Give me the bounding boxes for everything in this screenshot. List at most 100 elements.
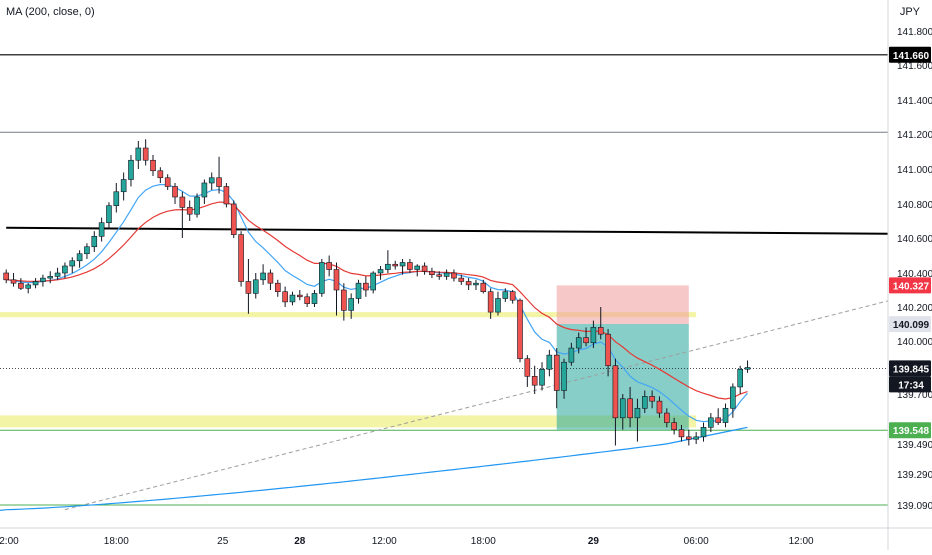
x-tick-label: 28 — [294, 536, 306, 547]
price-badge-red: 140.327 — [889, 277, 931, 294]
y-tick-label: 141.800 — [897, 27, 932, 38]
candle — [524, 355, 531, 387]
x-tick-label: 25 — [217, 536, 229, 547]
position-stop-zone — [556, 285, 689, 324]
candle-body — [208, 177, 215, 184]
candle — [370, 271, 377, 294]
candle — [568, 342, 575, 366]
indicator-label[interactable]: MA (200, close, 0) — [6, 6, 95, 18]
candle — [54, 267, 61, 280]
candle — [399, 259, 406, 275]
zones-layer — [0, 285, 697, 430]
candle — [649, 390, 655, 409]
candle — [737, 365, 744, 394]
candle-body — [546, 354, 553, 370]
candle-body — [25, 284, 32, 289]
candle — [76, 250, 83, 268]
x-tick-label: 18:00 — [104, 536, 129, 547]
candle-body — [495, 298, 501, 313]
candle — [392, 260, 399, 270]
candle — [223, 183, 230, 208]
candle-body — [341, 289, 347, 311]
candle — [186, 200, 193, 221]
candle-body — [399, 262, 406, 267]
candle — [487, 288, 494, 319]
candle — [252, 273, 259, 299]
candle — [260, 264, 266, 285]
candle-body — [436, 274, 443, 277]
candle-body — [451, 272, 457, 279]
candle-body — [348, 298, 354, 311]
candle-body — [18, 282, 24, 289]
candle — [612, 358, 619, 446]
candle — [634, 398, 641, 442]
candle-body — [458, 277, 465, 282]
x-tick-label: 12:00 — [789, 536, 814, 547]
candle-body — [737, 368, 744, 388]
candle — [238, 231, 244, 287]
candle — [25, 283, 32, 294]
y-tick-label: 139.490 — [897, 440, 932, 451]
support-resistance-zone — [0, 415, 697, 428]
candle-body — [40, 277, 46, 282]
candle-body — [120, 179, 127, 193]
candle — [282, 286, 288, 307]
candle-body — [671, 422, 677, 431]
candle — [465, 278, 472, 290]
candle — [296, 290, 303, 301]
price-badge-current: 139.845 — [889, 360, 931, 377]
candle-body — [502, 291, 509, 299]
candle — [113, 183, 120, 213]
candle-body — [106, 205, 112, 223]
candle-body — [656, 400, 663, 414]
candle-body — [282, 291, 288, 303]
candle-body — [289, 294, 296, 303]
trend-line — [64, 300, 889, 511]
y-tick-label: 139.090 — [897, 501, 932, 512]
candle — [641, 390, 648, 414]
y-tick-label: 141.000 — [897, 165, 932, 176]
candle-body — [377, 269, 384, 274]
candle-body — [179, 196, 186, 208]
candle-body — [480, 282, 487, 293]
candle-body — [708, 417, 714, 428]
candle — [84, 243, 90, 259]
candle-body — [355, 282, 362, 299]
candle-body — [54, 272, 61, 277]
candle — [575, 332, 582, 354]
moving-averages-layer — [0, 183, 748, 511]
candle-body — [98, 222, 105, 237]
candle-body — [730, 386, 736, 409]
candle — [531, 365, 538, 394]
candle — [62, 262, 68, 279]
candle-body — [76, 253, 83, 262]
candle-body — [649, 396, 655, 402]
candle — [3, 269, 10, 284]
candle — [686, 429, 692, 446]
candle — [91, 231, 98, 252]
y-tick-label: 140.200 — [897, 303, 932, 314]
candle — [678, 424, 685, 442]
candle-body — [326, 262, 332, 270]
candle — [605, 329, 611, 377]
candle-body — [69, 260, 76, 267]
candle-body — [561, 361, 567, 391]
candle-body — [385, 263, 391, 270]
candle-body — [363, 282, 369, 291]
candle — [267, 269, 274, 290]
candle — [700, 422, 707, 442]
y-tick-label: 140.600 — [897, 234, 932, 245]
trend-line — [6, 226, 889, 235]
drawn-lines-layer — [0, 54, 889, 511]
candle — [730, 383, 736, 418]
candle-body — [612, 365, 619, 419]
candle-body — [744, 367, 751, 370]
candle — [319, 259, 325, 297]
candle — [363, 276, 369, 297]
y-tick-label: 141.600 — [897, 61, 932, 72]
candle — [377, 266, 384, 280]
candle — [194, 193, 200, 218]
candle-body — [407, 262, 413, 270]
